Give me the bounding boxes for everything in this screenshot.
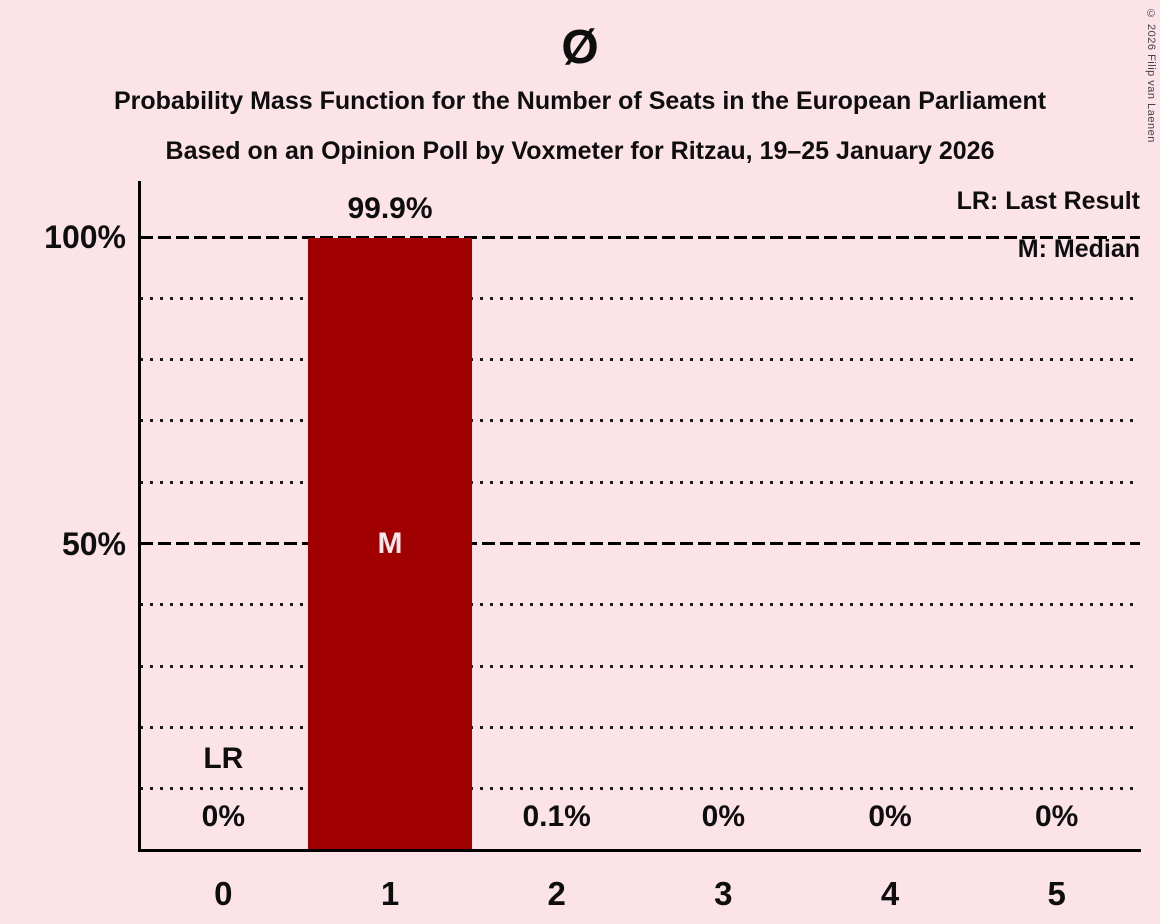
bar-seats-1 (308, 237, 472, 850)
median-marker: M (377, 526, 403, 560)
gridline-major (140, 542, 1140, 545)
value-label-seats-0: 0% (201, 800, 246, 833)
party-symbol-title: Ø (561, 21, 599, 74)
value-label-seats-1: 99.9% (347, 191, 433, 225)
chart-title: Probability Mass Function for the Number… (113, 87, 1047, 115)
x-tick-label-3: 3 (714, 875, 733, 912)
plot-area: 0% 99.9% 0.1% 0% 0% 0% LR M (138, 181, 1141, 852)
value-label-seats-2: 0.1% (522, 800, 591, 833)
value-label-seats-5: 0% (1034, 800, 1079, 833)
legend-last-result: LR: Last Result (956, 187, 1140, 215)
x-tick-label-5: 5 (1047, 875, 1066, 912)
chart-subtitle: Based on an Opinion Poll by Voxmeter for… (165, 137, 995, 165)
gridline-minor (140, 358, 1140, 362)
gridline-minor (140, 664, 1140, 668)
y-axis-line (138, 181, 141, 852)
y-tick-label-50: 50% (61, 525, 126, 562)
x-tick-label-2: 2 (547, 875, 566, 912)
value-label-seats-4: 0% (868, 800, 912, 833)
x-tick-label-0: 0 (214, 875, 233, 912)
legend-median: M: Median (1017, 235, 1140, 263)
gridline-minor (140, 787, 1140, 791)
value-label-seats-3: 0% (701, 800, 745, 833)
y-tick-label-100: 100% (44, 219, 126, 255)
gridline-minor (140, 480, 1140, 484)
gridline-major (140, 235, 1140, 239)
gridline-minor (140, 296, 1140, 300)
gridline-minor (140, 419, 1140, 423)
x-tick-label-4: 4 (880, 875, 900, 912)
x-tick-label-1: 1 (380, 875, 400, 912)
gridline-minor (140, 725, 1140, 729)
copyright-notice: © 2026 Filip van Laenen (1145, 8, 1157, 143)
last-result-marker: LR (203, 742, 244, 775)
gridline-minor (140, 603, 1140, 607)
x-axis-line (138, 849, 1141, 852)
